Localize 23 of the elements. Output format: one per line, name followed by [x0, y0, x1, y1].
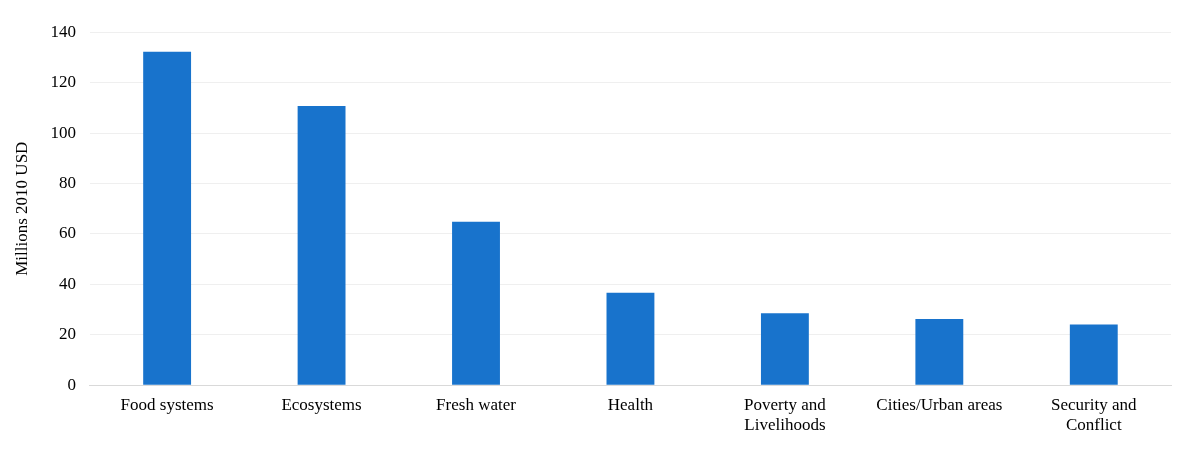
y-tick-label: 20: [58, 324, 76, 344]
y-tick-label: 0: [67, 374, 76, 394]
bar: [760, 313, 809, 385]
y-axis-title: Millions 2010 USD: [11, 141, 31, 276]
bar: [1069, 324, 1118, 385]
x-tick-label: Poverty and Livelihoods: [744, 394, 827, 435]
x-tick-label: Fresh water: [436, 394, 517, 414]
y-tick-label: 60: [58, 223, 76, 243]
y-tick-label: 120: [50, 72, 76, 92]
x-tick-label: Food systems: [120, 394, 214, 414]
x-tick-label: Security and Conflict: [1051, 394, 1137, 435]
y-tick-label: 40: [58, 273, 76, 293]
y-tick-label: 80: [58, 172, 76, 192]
bar: [915, 318, 964, 385]
bar: [143, 51, 192, 385]
x-tick-label: Health: [607, 394, 654, 414]
x-tick-label: Ecosystems: [281, 394, 362, 414]
bar: [606, 292, 655, 385]
y-tick-label: 100: [50, 122, 76, 142]
bar: [297, 106, 346, 385]
y-tick-label: 140: [50, 21, 76, 41]
bar: [452, 221, 500, 385]
x-tick-label: Cities/Urban areas: [876, 394, 1003, 414]
